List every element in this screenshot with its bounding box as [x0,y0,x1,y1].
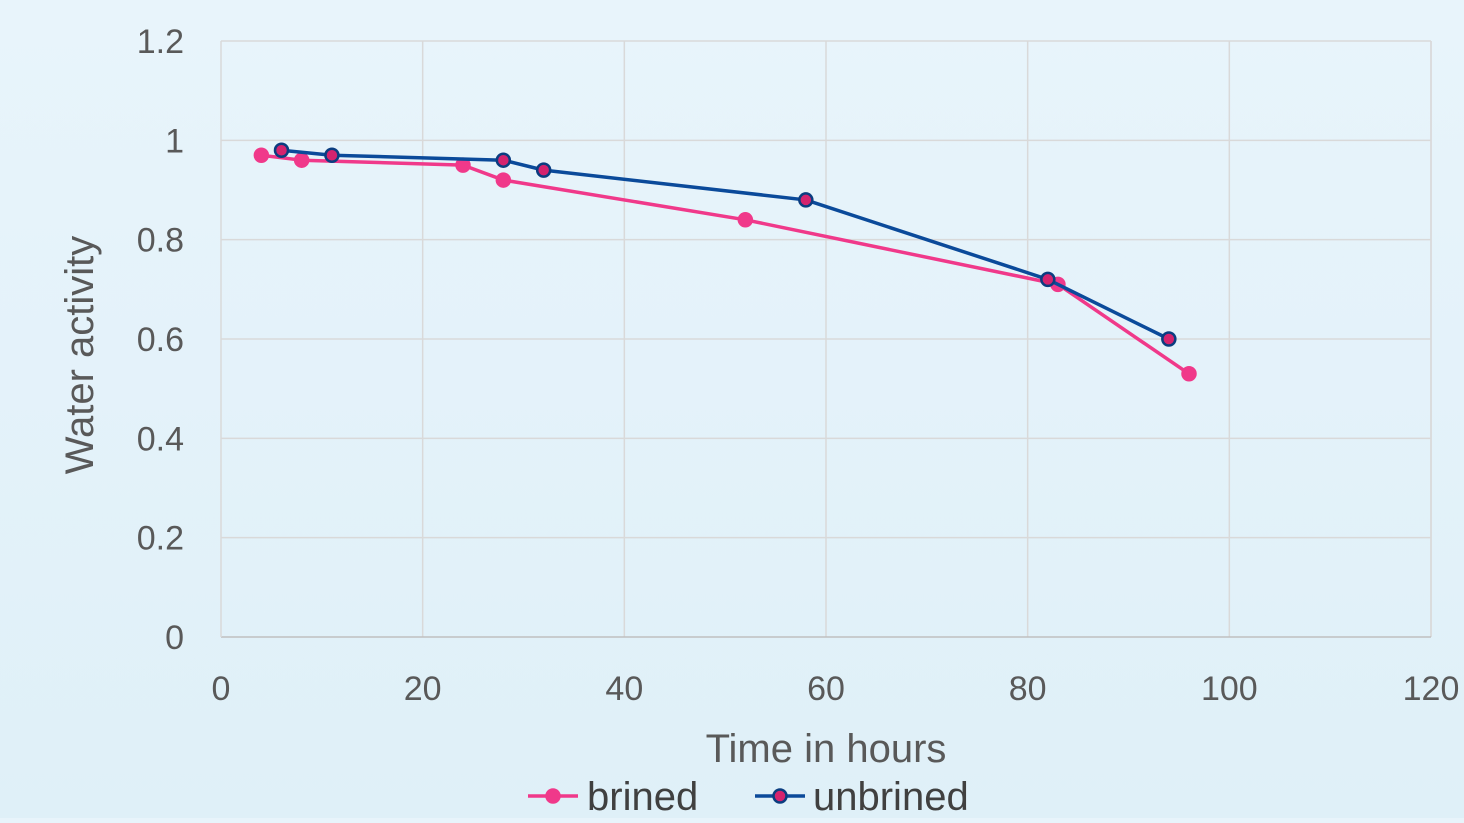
x-axis-title: Time in hours [706,727,947,771]
gridlines [221,40,1432,637]
y-tick-label: 0 [165,619,184,657]
data-point-unbrined [495,152,512,168]
y-tick-label: 0.2 [137,520,184,558]
data-point-unbrined [798,192,814,208]
legend-label-unbrined: unbrined [813,775,969,818]
data-point-unbrined [535,162,552,178]
legend-swatch-marker-unbrined [772,788,788,804]
data-point-brined [293,152,310,168]
legend: brined unbrined [528,775,969,819]
legend-item-brined: brined [528,775,698,819]
axes [220,41,1431,638]
data-point-brined [495,172,512,188]
x-tick-label: 100 [1201,670,1258,708]
y-tick-label: 0.4 [137,420,184,458]
legend-item-unbrined: unbrined [755,775,969,819]
data-point-brined [737,212,754,228]
x-tick-label: 80 [1009,670,1047,708]
series-unbrined [273,142,1177,347]
series-line-unbrined [281,148,1170,341]
plot-area [253,142,1197,382]
series-line-brined [261,153,1190,376]
y-tick-label: 0.8 [137,222,184,260]
y-tick-label: 1.2 [137,23,184,61]
data-point-unbrined [273,142,290,159]
x-tick-label: 20 [404,670,442,708]
data-point-unbrined [1040,271,1056,288]
data-point-brined [1181,366,1197,382]
series-brined [253,147,1197,382]
data-point-unbrined [324,147,340,163]
x-tick-label: 40 [605,670,643,708]
legend-label-brined: brined [587,775,698,818]
y-tick-label: 1 [165,122,184,160]
legend-swatch-marker-brined [545,788,561,804]
x-tick-label: 60 [807,670,845,708]
y-tick-label: 0.6 [137,321,184,359]
data-point-brined [253,147,270,163]
tick-labels: 0 20 40 60 80 100 120 0 0.2 0.4 0.6 0.8 1 1.2 [137,23,1460,708]
data-point-unbrined [1161,331,1177,347]
y-axis-title: Water activity [58,236,102,475]
x-tick-label: 120 [1403,670,1460,708]
x-tick-label: 0 [212,670,231,708]
